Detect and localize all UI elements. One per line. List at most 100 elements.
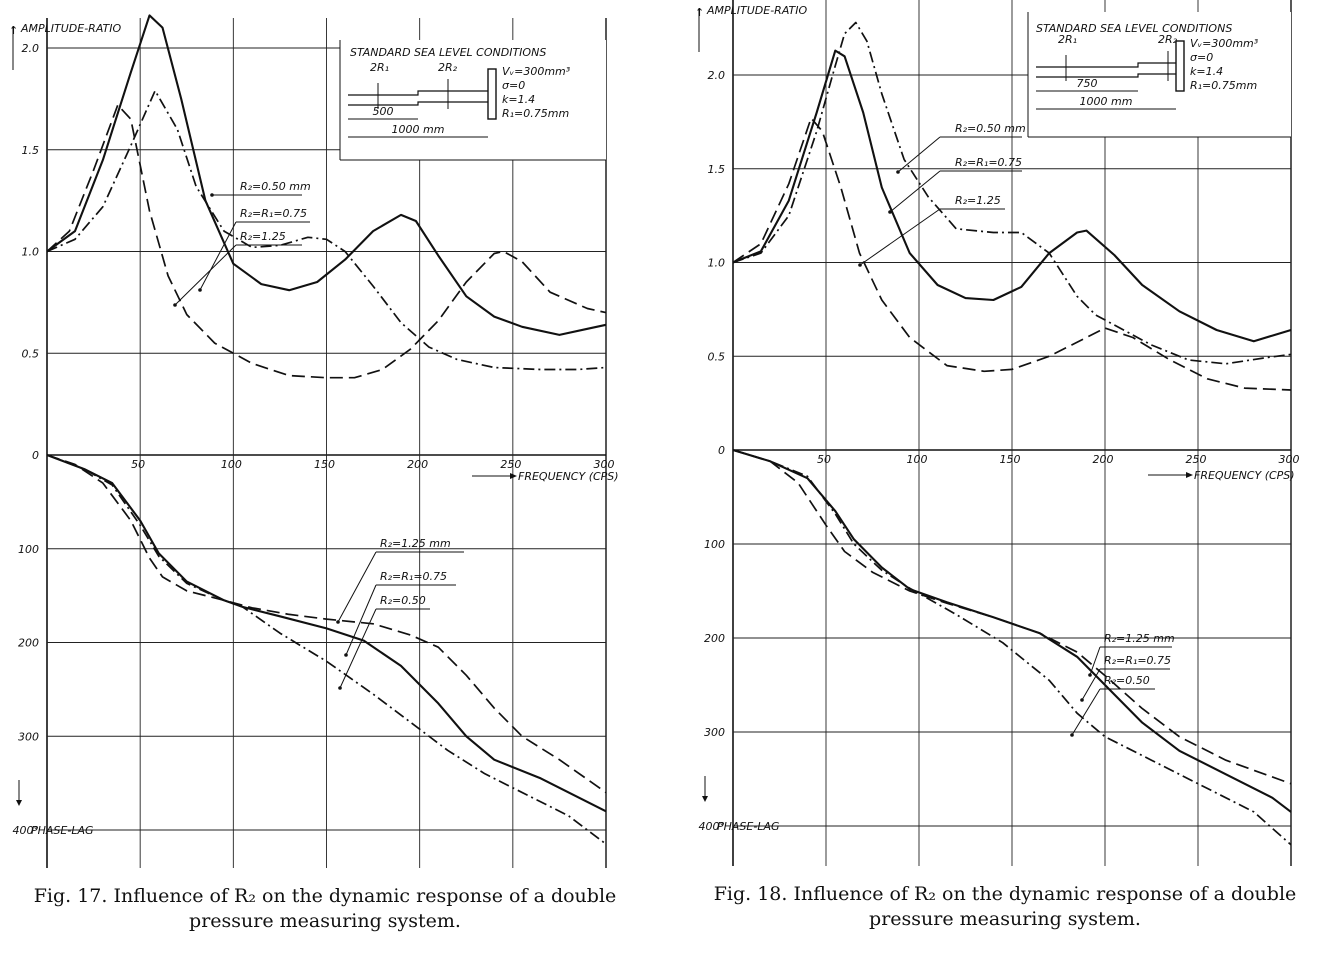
phase-annotation-pointer (1070, 733, 1074, 737)
figure-17-caption: Fig. 17. Influence of R₂ on the dynamic … (10, 884, 640, 934)
phase-annotation-leader (339, 608, 377, 689)
phase-annotation: R₂=R₁=0.75 (1104, 654, 1171, 667)
phase-tick-label: 300 (18, 730, 39, 743)
amp-axis-title: AMPLITUDE-RATIO (706, 4, 808, 17)
amplitude-curve (732, 117, 1292, 391)
phase-annotation-leader (1071, 688, 1101, 736)
figure-17-caption-line-1: Fig. 17. Influence of R₂ on the dynamic … (33, 885, 617, 907)
amp-annotation-leader (889, 170, 941, 213)
figure-17-chart: 50 100 150 200 250 300 0 0.5 1.0 1.5 2.0 100 200 300 4… (9, 14, 619, 868)
phase-arrow-head (16, 800, 22, 806)
len1-label: 750 (1077, 77, 1098, 90)
volume-chamber (1175, 40, 1185, 92)
amp-annotation-leader (174, 244, 237, 306)
amp-annotation: R₂=R₁=0.75 (240, 207, 307, 220)
phase-annotation: R₂=1.25 mm (380, 537, 451, 550)
tube-schematic (1036, 62, 1176, 78)
figure-18-caption-line-1: Fig. 18. Influence of R₂ on the dynamic … (713, 883, 1297, 905)
amp-annotation: R₂=0.50 mm (240, 180, 311, 193)
amplitude-curve (732, 49, 1292, 343)
amp-annotation-pointer (888, 210, 892, 214)
phase-tick-label: 200 (704, 632, 725, 645)
phase-tick-label: 100 (18, 543, 39, 556)
phase-annotation: R₂=0.50 (1104, 674, 1150, 687)
amp-annotation: R₂=1.25 (240, 230, 286, 243)
phase-annotation-leader (1089, 646, 1101, 676)
amp-tick-label: 1.5 (22, 144, 40, 157)
amp-annotation: R₂=R₁=0.75 (955, 156, 1022, 169)
phase-annotation-leader (1081, 668, 1101, 701)
phase-curve (46, 454, 607, 813)
amp-annotation-leader (199, 221, 237, 291)
phase-annotation: R₂=1.25 mm (1104, 632, 1175, 645)
sigma-param: σ=0 (1190, 51, 1213, 64)
amp-annotation-pointer (896, 170, 900, 174)
sigma-param: σ=0 (502, 79, 525, 92)
x-tick-label: 150 (314, 458, 335, 471)
volume-param: Vᵥ=300mm³ (502, 65, 571, 78)
x-tick-label: 100 (907, 453, 928, 466)
phase-tick-label: 100 (704, 538, 725, 551)
phase-tick-label: 300 (704, 726, 725, 739)
phase-tick-label: 200 (18, 637, 39, 650)
amp-tick-label: 1.5 (708, 163, 726, 176)
phase-tick-label: 400° (699, 820, 726, 833)
phase-annotation-pointer (336, 620, 340, 624)
tube-schematic (348, 90, 488, 106)
phase-annotation: R₂=0.50 (380, 594, 426, 607)
r1-label: 2R₁ (370, 61, 389, 74)
k-param: k=1.4 (1190, 65, 1223, 78)
amp-axis-title: AMPLITUDE-RATIO (20, 22, 122, 35)
amp-annotation-pointer (173, 303, 177, 307)
x-tick-label: 100 (221, 458, 242, 471)
phase-annotation-pointer (1080, 698, 1084, 702)
amplitude-curve (732, 21, 1292, 365)
figure-18-caption: Fig. 18. Influence of R₂ on the dynamic … (690, 882, 1320, 932)
amp-tick-label: 1.0 (708, 257, 726, 270)
volume-param: Vᵥ=300mm³ (1190, 37, 1259, 50)
amplitude-curve (46, 14, 607, 336)
x-tick-label: 250 (1186, 453, 1207, 466)
amp-annotation: R₂=0.50 mm (955, 122, 1026, 135)
x-tick-label: 200 (407, 458, 428, 471)
phase-tick-label: 400° (13, 824, 40, 837)
r2-label: 2R₂ (1158, 33, 1178, 46)
x-tick-label: 150 (1000, 453, 1021, 466)
amp-tick-label: 2.0 (708, 69, 726, 82)
amp-annotation-leader (859, 208, 941, 266)
len1-label: 500 (373, 105, 394, 118)
amplitude-curve (46, 89, 607, 371)
x-axis-title: FREQUENCY (CPS) (518, 470, 619, 483)
phase-curve (46, 454, 607, 845)
amplitude-curve (46, 104, 607, 379)
amp-annotation-pointer (198, 288, 202, 292)
phase-annotation-leader (345, 584, 377, 656)
amp-tick-label: 0.5 (22, 347, 40, 360)
volume-chamber (487, 68, 497, 120)
phase-annotation-pointer (338, 686, 342, 690)
k-param: k=1.4 (502, 93, 535, 106)
x-tick-label: 300 (1279, 453, 1300, 466)
freq-arrow-head (510, 473, 517, 479)
x-tick-label: 50 (817, 453, 831, 466)
conditions-box-bg (340, 40, 606, 160)
amp-tick-label: 0.5 (708, 350, 726, 363)
freq-arrow-head (1186, 472, 1193, 478)
r1-label: 2R₁ (1058, 33, 1077, 46)
figure-17-caption-line-2: pressure measuring system. (189, 910, 461, 932)
amp-annotation-pointer (210, 193, 214, 197)
amp-tick-label: 0 (718, 444, 725, 457)
phase-annotation-leader (337, 551, 377, 623)
len-total-label: 1000 mm (392, 123, 445, 136)
amp-annotation-leader (897, 136, 941, 173)
amp-annotation-pointer (858, 263, 862, 267)
phase-curve (46, 454, 607, 794)
amp-tick-label: 1.0 (22, 246, 40, 259)
amp-arrow-head: ↑ (9, 24, 18, 37)
r2-label: 2R₂ (438, 61, 458, 74)
len-total-label: 1000 mm (1080, 95, 1133, 108)
x-tick-label: 250 (500, 458, 521, 471)
conditions-title: STANDARD SEA LEVEL CONDITIONS (350, 46, 546, 59)
phase-annotation-pointer (1088, 673, 1092, 677)
